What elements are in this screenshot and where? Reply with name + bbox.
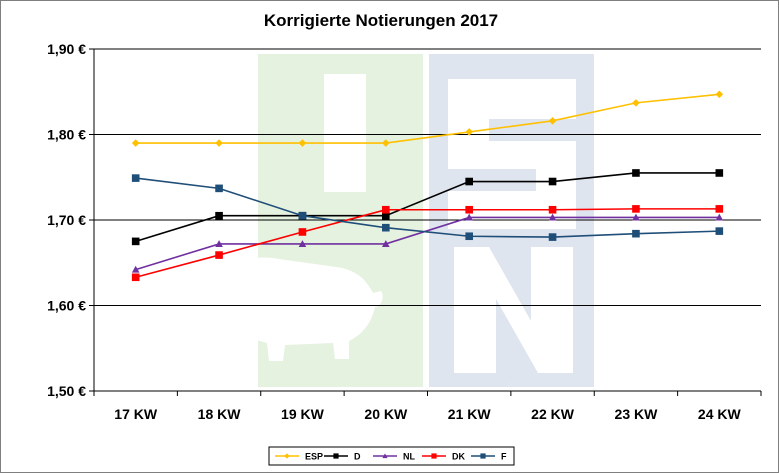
legend-label: NL xyxy=(403,452,415,462)
data-point-marker xyxy=(632,169,640,177)
data-point-marker xyxy=(382,223,390,232)
watermark-pig-silhouette xyxy=(215,257,383,361)
data-point-marker xyxy=(548,205,557,214)
data-point-marker xyxy=(333,453,339,459)
series-line xyxy=(135,216,720,271)
data-point-marker xyxy=(465,205,473,214)
watermark-letter-i xyxy=(324,74,366,192)
legend-label: ESP xyxy=(305,452,323,462)
chart-series xyxy=(131,90,724,282)
data-point-marker xyxy=(632,205,640,213)
x-tick-label: 17 KW xyxy=(114,406,158,422)
legend-label: DK xyxy=(452,452,465,462)
data-point-marker xyxy=(215,211,223,220)
data-point-marker xyxy=(382,453,388,459)
data-point-marker xyxy=(215,240,223,247)
series-f xyxy=(131,174,724,241)
y-tick-label: 1,60 € xyxy=(47,298,86,314)
data-point-marker xyxy=(298,211,307,220)
data-point-marker xyxy=(548,213,557,221)
data-point-marker xyxy=(480,453,486,459)
x-tick-label: 18 KW xyxy=(198,406,242,422)
data-point-marker xyxy=(131,139,140,147)
x-tick-label: 21 KW xyxy=(448,406,492,422)
y-tick-label: 1,80 € xyxy=(47,127,86,143)
data-point-marker xyxy=(298,240,307,247)
series-line xyxy=(135,208,720,279)
legend-label: F xyxy=(501,452,507,462)
legend-item-dk: DK xyxy=(422,452,465,462)
legend-item-nl: NL xyxy=(373,452,415,462)
data-point-marker xyxy=(465,177,473,186)
data-point-marker xyxy=(382,211,390,220)
data-point-marker xyxy=(465,128,473,136)
legend-item-d: D xyxy=(324,452,361,462)
data-point-marker xyxy=(465,213,473,221)
x-tick-label: 19 KW xyxy=(281,406,325,422)
legend-label: D xyxy=(354,452,361,462)
data-point-marker xyxy=(632,229,640,238)
data-point-marker xyxy=(284,453,290,459)
data-point-marker xyxy=(215,139,223,147)
chart-legend: ESP D NL DK F xyxy=(268,446,515,466)
data-point-marker xyxy=(298,228,307,236)
data-point-marker xyxy=(715,213,724,221)
data-point-marker xyxy=(715,227,724,235)
y-tick-label: 1,70 € xyxy=(47,212,86,228)
x-tick-label: 24 KW xyxy=(698,406,742,422)
data-point-marker xyxy=(131,237,140,246)
y-tick-label: 1,90 € xyxy=(47,41,86,57)
data-point-marker xyxy=(382,240,390,247)
x-tick-label: 23 KW xyxy=(615,406,659,422)
legend-item-f: F xyxy=(471,452,507,462)
data-point-marker xyxy=(715,90,724,99)
x-tick-label: 22 KW xyxy=(531,406,575,422)
series-dk xyxy=(131,205,724,282)
chart-grid xyxy=(94,48,761,306)
data-point-marker xyxy=(298,139,307,147)
data-point-marker xyxy=(215,184,223,193)
series-nl xyxy=(131,213,724,273)
data-point-marker xyxy=(548,233,557,241)
data-point-marker xyxy=(131,273,140,282)
data-point-marker xyxy=(548,177,557,186)
data-point-marker xyxy=(215,251,223,259)
data-point-marker xyxy=(131,265,140,273)
data-point-marker xyxy=(382,205,390,214)
series-esp xyxy=(131,90,724,147)
data-point-marker xyxy=(431,453,437,459)
watermark-letter-n xyxy=(454,247,573,373)
data-point-marker xyxy=(131,174,140,182)
legend-item-esp: ESP xyxy=(275,452,323,462)
chart-axes: 1,50 € 1,60 € 1,70 € 1,80 € 1,90 € 17 KW 18 KW… xyxy=(47,41,762,422)
series-line xyxy=(135,177,720,238)
data-point-marker xyxy=(632,213,640,221)
series-line xyxy=(135,172,720,243)
data-point-marker xyxy=(632,99,640,107)
data-point-marker xyxy=(715,205,724,213)
data-point-marker xyxy=(382,139,390,147)
data-point-marker xyxy=(548,117,557,125)
x-tick-label: 20 KW xyxy=(364,406,408,422)
data-point-marker xyxy=(715,169,724,177)
watermark-letter-s xyxy=(448,79,576,229)
y-tick-label: 1,50 € xyxy=(47,383,86,399)
series-line xyxy=(135,93,720,144)
chart-title: Korrigierte Notierungen 2017 xyxy=(264,11,498,30)
data-point-marker xyxy=(465,232,473,241)
